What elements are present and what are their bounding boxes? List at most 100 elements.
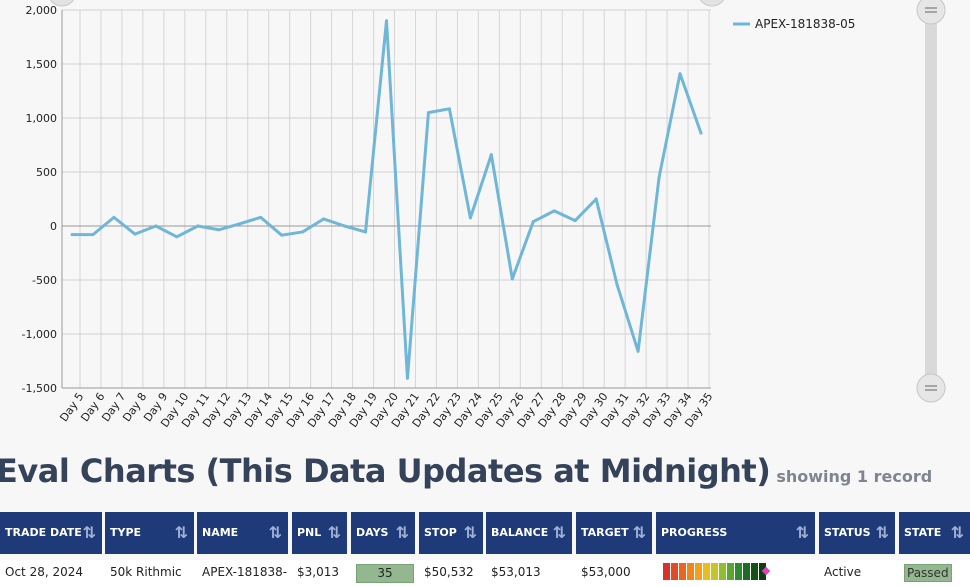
y-tick-label: 1,000 <box>26 112 58 125</box>
sort-icon[interactable]: ⇅ <box>795 523 809 542</box>
column-header-status[interactable]: STATUS ⇅ <box>819 512 895 554</box>
scrollbar-grip-icon[interactable] <box>916 373 946 403</box>
column-header-trade-date[interactable]: TRADE DATE ⇅ <box>0 512 102 554</box>
data-point[interactable] <box>196 224 200 228</box>
state-badge: Passed <box>904 564 952 582</box>
evals-table: TRADE DATE ⇅ TYPE ⇅ NAME ⇅ PNL ⇅ DAYS ⇅ STOP ⇅… <box>0 512 970 587</box>
data-point[interactable] <box>510 277 514 281</box>
data-point[interactable] <box>468 216 472 220</box>
cell-pnl: $3,013 <box>297 565 339 579</box>
data-point[interactable] <box>154 224 158 228</box>
data-point[interactable] <box>636 349 640 353</box>
progress-segment <box>751 563 758 580</box>
data-point[interactable] <box>322 217 326 221</box>
data-point[interactable] <box>657 175 661 179</box>
column-header-label: NAME <box>202 526 239 539</box>
column-header-label: BALANCE <box>491 526 549 539</box>
data-point[interactable] <box>364 230 368 234</box>
data-point[interactable] <box>343 224 347 228</box>
data-point[interactable] <box>70 233 74 237</box>
column-header-label: TARGET <box>581 526 629 539</box>
data-point[interactable] <box>301 230 305 234</box>
vertical-scrollbar-track[interactable] <box>925 10 937 388</box>
cell-type: 50k Rithmic <box>110 565 182 579</box>
progress-segment <box>703 563 710 580</box>
data-point[interactable] <box>678 72 682 76</box>
pnl-line-chart: 2,000 1,500 1,000 500 0 -500 -1,000 -1,500 Day 5… <box>22 0 946 430</box>
data-point[interactable] <box>259 215 263 219</box>
cell-balance: $53,013 <box>491 565 541 579</box>
column-header-target[interactable]: TARGET ⇅ <box>576 512 652 554</box>
column-header-label: TYPE <box>110 526 142 539</box>
data-point[interactable] <box>489 153 493 157</box>
cell-state: Passed <box>899 560 970 587</box>
progress-segment <box>687 563 694 580</box>
column-header-state[interactable]: STATE ⇅ <box>899 512 970 554</box>
data-point[interactable] <box>531 220 535 224</box>
progress-segment <box>663 563 670 580</box>
data-point[interactable] <box>133 232 137 236</box>
progress-meter <box>663 563 771 580</box>
series-line[interactable] <box>72 19 703 380</box>
column-header-label: TRADE DATE <box>5 526 82 539</box>
page-title: Eval Charts (This Data Updates at Midnig… <box>0 452 771 490</box>
column-header-days[interactable]: DAYS ⇅ <box>351 512 415 554</box>
sort-icon[interactable]: ⇅ <box>950 523 964 542</box>
y-tick-label: -500 <box>32 274 57 287</box>
column-header-balance[interactable]: BALANCE ⇅ <box>486 512 572 554</box>
progress-segment <box>743 563 750 580</box>
cell-progress <box>656 560 815 587</box>
data-point[interactable] <box>91 233 95 237</box>
zoom-handle-right-icon[interactable] <box>698 0 726 7</box>
progress-segment <box>671 563 678 580</box>
data-point[interactable] <box>238 222 242 226</box>
column-header-stop[interactable]: STOP ⇅ <box>419 512 483 554</box>
column-header-label: PROGRESS <box>661 526 728 539</box>
sort-icon[interactable]: ⇅ <box>395 523 409 542</box>
progress-segment <box>695 563 702 580</box>
progress-segment <box>719 563 726 580</box>
data-point[interactable] <box>615 283 619 287</box>
data-point[interactable] <box>385 19 388 23</box>
cell-status: Active <box>824 565 862 579</box>
data-point[interactable] <box>112 215 116 219</box>
days-badge: 35 <box>356 564 414 583</box>
data-point[interactable] <box>573 219 577 223</box>
sort-icon[interactable]: ⇅ <box>552 523 566 542</box>
data-point[interactable] <box>426 111 430 115</box>
y-tick-label: 500 <box>36 166 57 179</box>
column-header-label: PNL <box>297 526 322 539</box>
zoom-handle-left-icon[interactable] <box>48 0 76 7</box>
data-point[interactable] <box>447 107 451 111</box>
data-point[interactable] <box>405 376 409 380</box>
sort-icon[interactable]: ⇅ <box>268 523 282 542</box>
data-point[interactable] <box>280 233 284 237</box>
column-header-progress[interactable]: PROGRESS ⇅ <box>656 512 815 554</box>
data-point[interactable] <box>175 235 179 239</box>
sort-icon[interactable]: ⇅ <box>327 523 341 542</box>
cell-days: 35 <box>351 560 415 587</box>
sort-icon[interactable]: ⇅ <box>174 523 188 542</box>
y-tick-label: 1,500 <box>26 58 58 71</box>
cell-target: $53,000 <box>581 565 631 579</box>
sort-icon[interactable]: ⇅ <box>82 523 96 542</box>
data-point[interactable] <box>594 197 598 201</box>
sort-icon[interactable]: ⇅ <box>463 523 477 542</box>
section-title-bar: Eval Charts (This Data Updates at Midnig… <box>0 452 932 490</box>
sort-icon[interactable]: ⇅ <box>875 523 889 542</box>
column-header-name[interactable]: NAME ⇅ <box>197 512 288 554</box>
cell-name[interactable]: APEX-181838- <box>202 565 288 579</box>
data-point[interactable] <box>217 228 221 232</box>
progress-segment <box>679 563 686 580</box>
column-header-pnl[interactable]: PNL ⇅ <box>292 512 347 554</box>
table-row[interactable]: Oct 28, 2024 50k Rithmic APEX-181838- $3… <box>0 560 970 587</box>
data-point[interactable] <box>552 209 556 213</box>
y-tick-label: 0 <box>50 220 57 233</box>
data-point[interactable] <box>699 131 703 135</box>
sort-icon[interactable]: ⇅ <box>632 523 646 542</box>
column-header-label: DAYS <box>356 526 389 539</box>
column-header-type[interactable]: TYPE ⇅ <box>105 512 194 554</box>
record-count: showing 1 record <box>776 467 933 486</box>
cell-stop: $50,532 <box>424 565 474 579</box>
legend-label[interactable]: APEX-181838-05 <box>755 17 855 31</box>
